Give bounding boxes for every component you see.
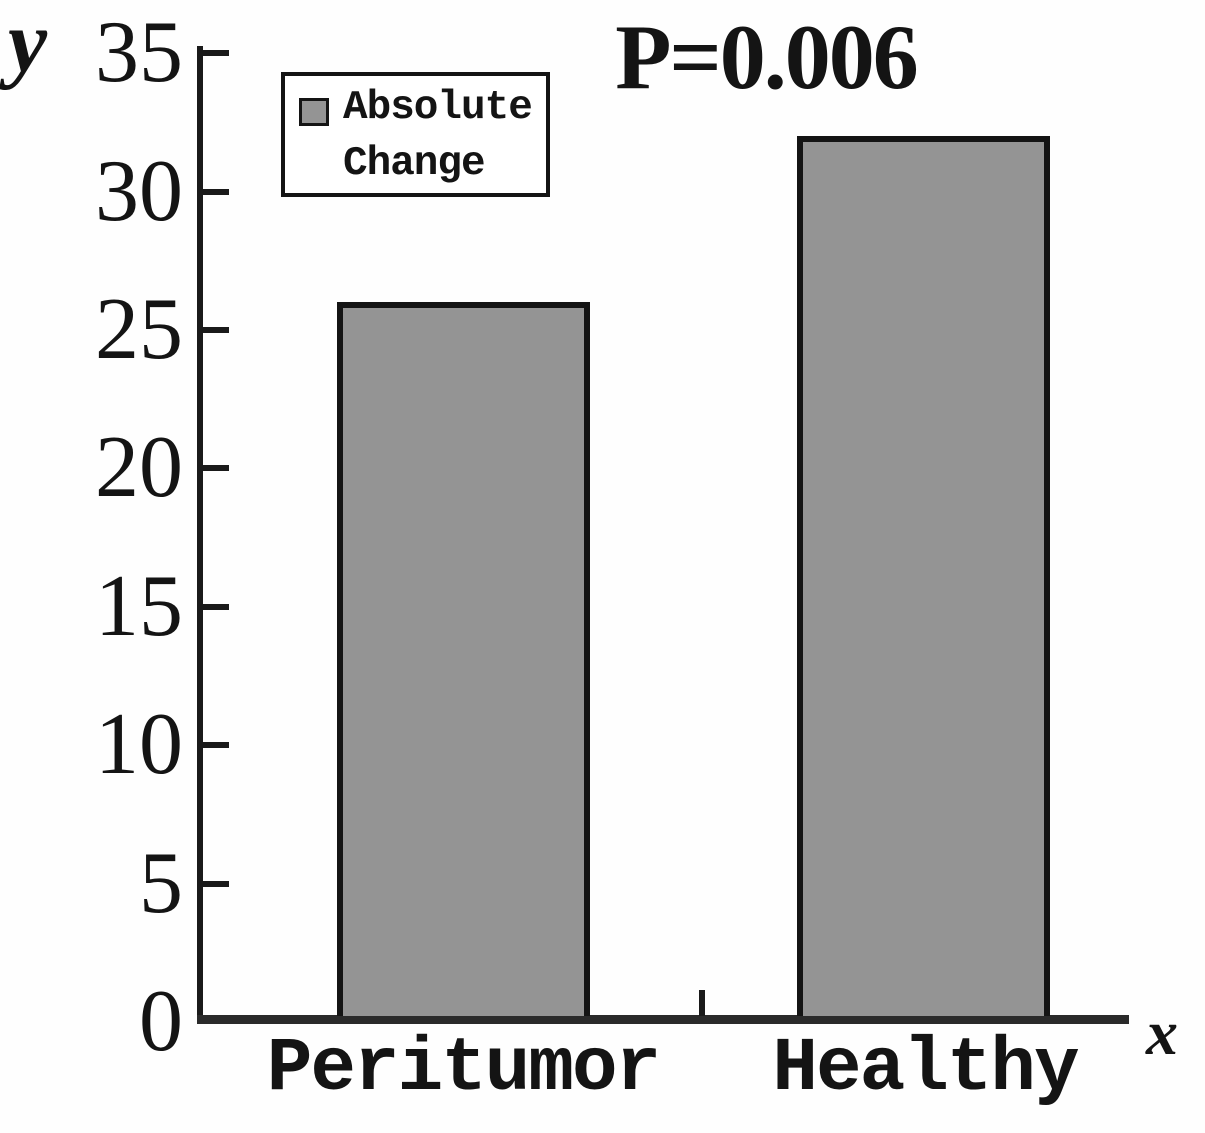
y-tick-label-5: 5: [139, 835, 183, 932]
y-tick-label-25: 25: [95, 281, 183, 378]
y-tick-mark-25: [203, 327, 229, 333]
legend-label-line2: Change: [343, 141, 486, 187]
y-tick-label-20: 20: [95, 419, 183, 516]
legend-label: Absolute Change: [343, 80, 533, 192]
x-axis-line: [197, 1015, 1129, 1024]
y-tick-mark-15: [203, 604, 229, 610]
legend-swatch-icon: [299, 98, 329, 126]
x-axis-label: x: [1146, 997, 1178, 1068]
p-value-annotation: P=0.006: [615, 6, 919, 108]
category-label-healthy: Healthy: [772, 1026, 1079, 1112]
y-tick-mark-5: [203, 881, 229, 887]
bar-healthy: [797, 136, 1050, 1016]
y-axis-line: [197, 46, 203, 1024]
y-tick-mark-30: [203, 189, 229, 195]
category-label-peritumor: Peritumor: [266, 1026, 661, 1112]
legend-label-line1: Absolute: [343, 85, 533, 131]
y-tick-mark-35: [203, 50, 229, 56]
y-tick-label-30: 30: [95, 143, 183, 240]
y-axis-label: y: [8, 0, 48, 91]
legend: Absolute Change: [281, 72, 550, 197]
y-tick-mark-20: [203, 465, 229, 471]
y-tick-label-0: 0: [139, 973, 183, 1070]
x-axis-midpoint-tick: [699, 990, 705, 1016]
y-tick-label-10: 10: [95, 696, 183, 793]
y-tick-mark-10: [203, 742, 229, 748]
bar-peritumor: [337, 302, 590, 1016]
y-tick-label-35: 35: [95, 4, 183, 101]
y-tick-label-15: 15: [95, 558, 183, 655]
